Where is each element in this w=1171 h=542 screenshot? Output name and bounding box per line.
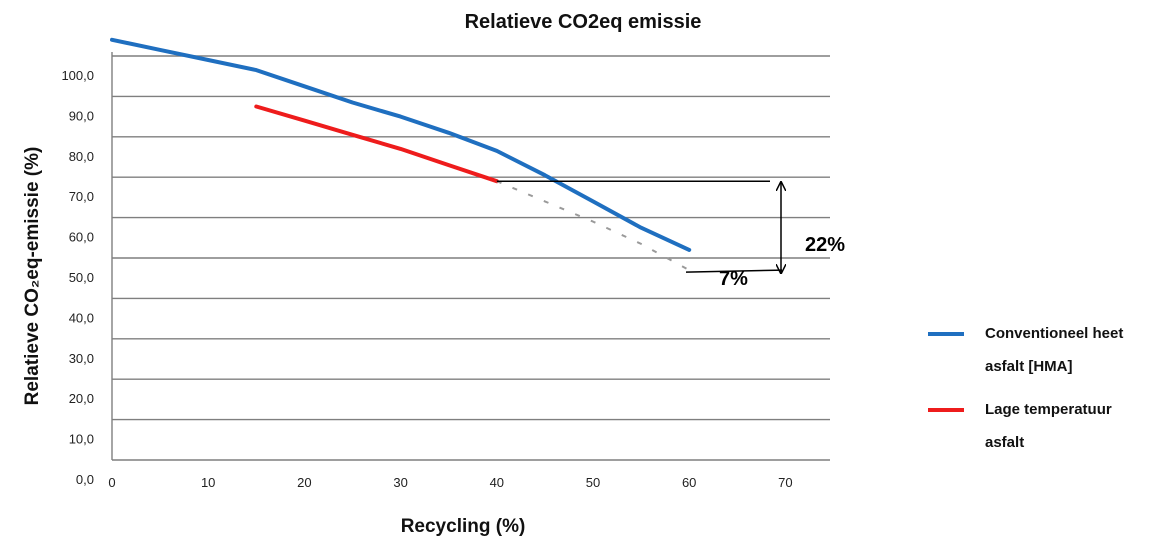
- y-tick-label: 20,0: [69, 391, 94, 406]
- y-tick-label: 70,0: [69, 189, 94, 204]
- legend: Conventioneel heet asfalt [HMA] Lage tempe…: [928, 325, 1123, 451]
- chart-title: Relatieve CO2eq emissie: [465, 11, 702, 33]
- legend-label: Lage temperatuur asfalt: [985, 401, 1112, 451]
- y-axis-title: Relatieve CO₂eq-emissie (%): [22, 147, 43, 406]
- series-line-2: [254, 104, 499, 184]
- y-tick-label: 0,0: [76, 472, 94, 487]
- annotation-7-percent: 7%: [719, 268, 748, 290]
- y-tick-label: 50,0: [69, 270, 94, 285]
- axes: [111, 52, 830, 461]
- y-tick-label: 80,0: [69, 149, 94, 164]
- grid-lines: [112, 55, 830, 421]
- x-tick-label: 20: [297, 475, 311, 490]
- x-tick-label: 30: [393, 475, 407, 490]
- y-tick-labels: 0,0 10,0 20,0 30,0 40,0 50,0 60,0 70,0 80,0 90,0 1…: [61, 68, 94, 487]
- x-tick-label: 0: [108, 475, 115, 490]
- x-tick-label: 70: [778, 475, 792, 490]
- x-tick-label: 10: [201, 475, 215, 490]
- x-tick-label: 40: [490, 475, 504, 490]
- series-line-1: [110, 37, 692, 252]
- x-tick-label: 50: [586, 475, 600, 490]
- x-axis-title: Recycling (%): [401, 516, 526, 537]
- annotations: 22% 7%: [496, 180, 845, 290]
- y-tick-label: 30,0: [69, 351, 94, 366]
- y-tick-label: 100,0: [61, 68, 94, 83]
- y-tick-label: 40,0: [69, 310, 94, 325]
- y-tick-label: 10,0: [69, 432, 94, 447]
- projection-line: [496, 180, 690, 271]
- reference-line-bottom: [685, 269, 783, 273]
- y-tick-label: 60,0: [69, 230, 94, 245]
- x-tick-labels: 0 10 20 30 40 50 60 70: [108, 475, 792, 490]
- series-lines: [110, 37, 692, 271]
- annotation-22-percent: 22%: [805, 234, 845, 256]
- legend-label: Conventioneel heet asfalt [HMA]: [985, 325, 1123, 375]
- y-tick-label: 90,0: [69, 108, 94, 123]
- x-tick-label: 60: [682, 475, 696, 490]
